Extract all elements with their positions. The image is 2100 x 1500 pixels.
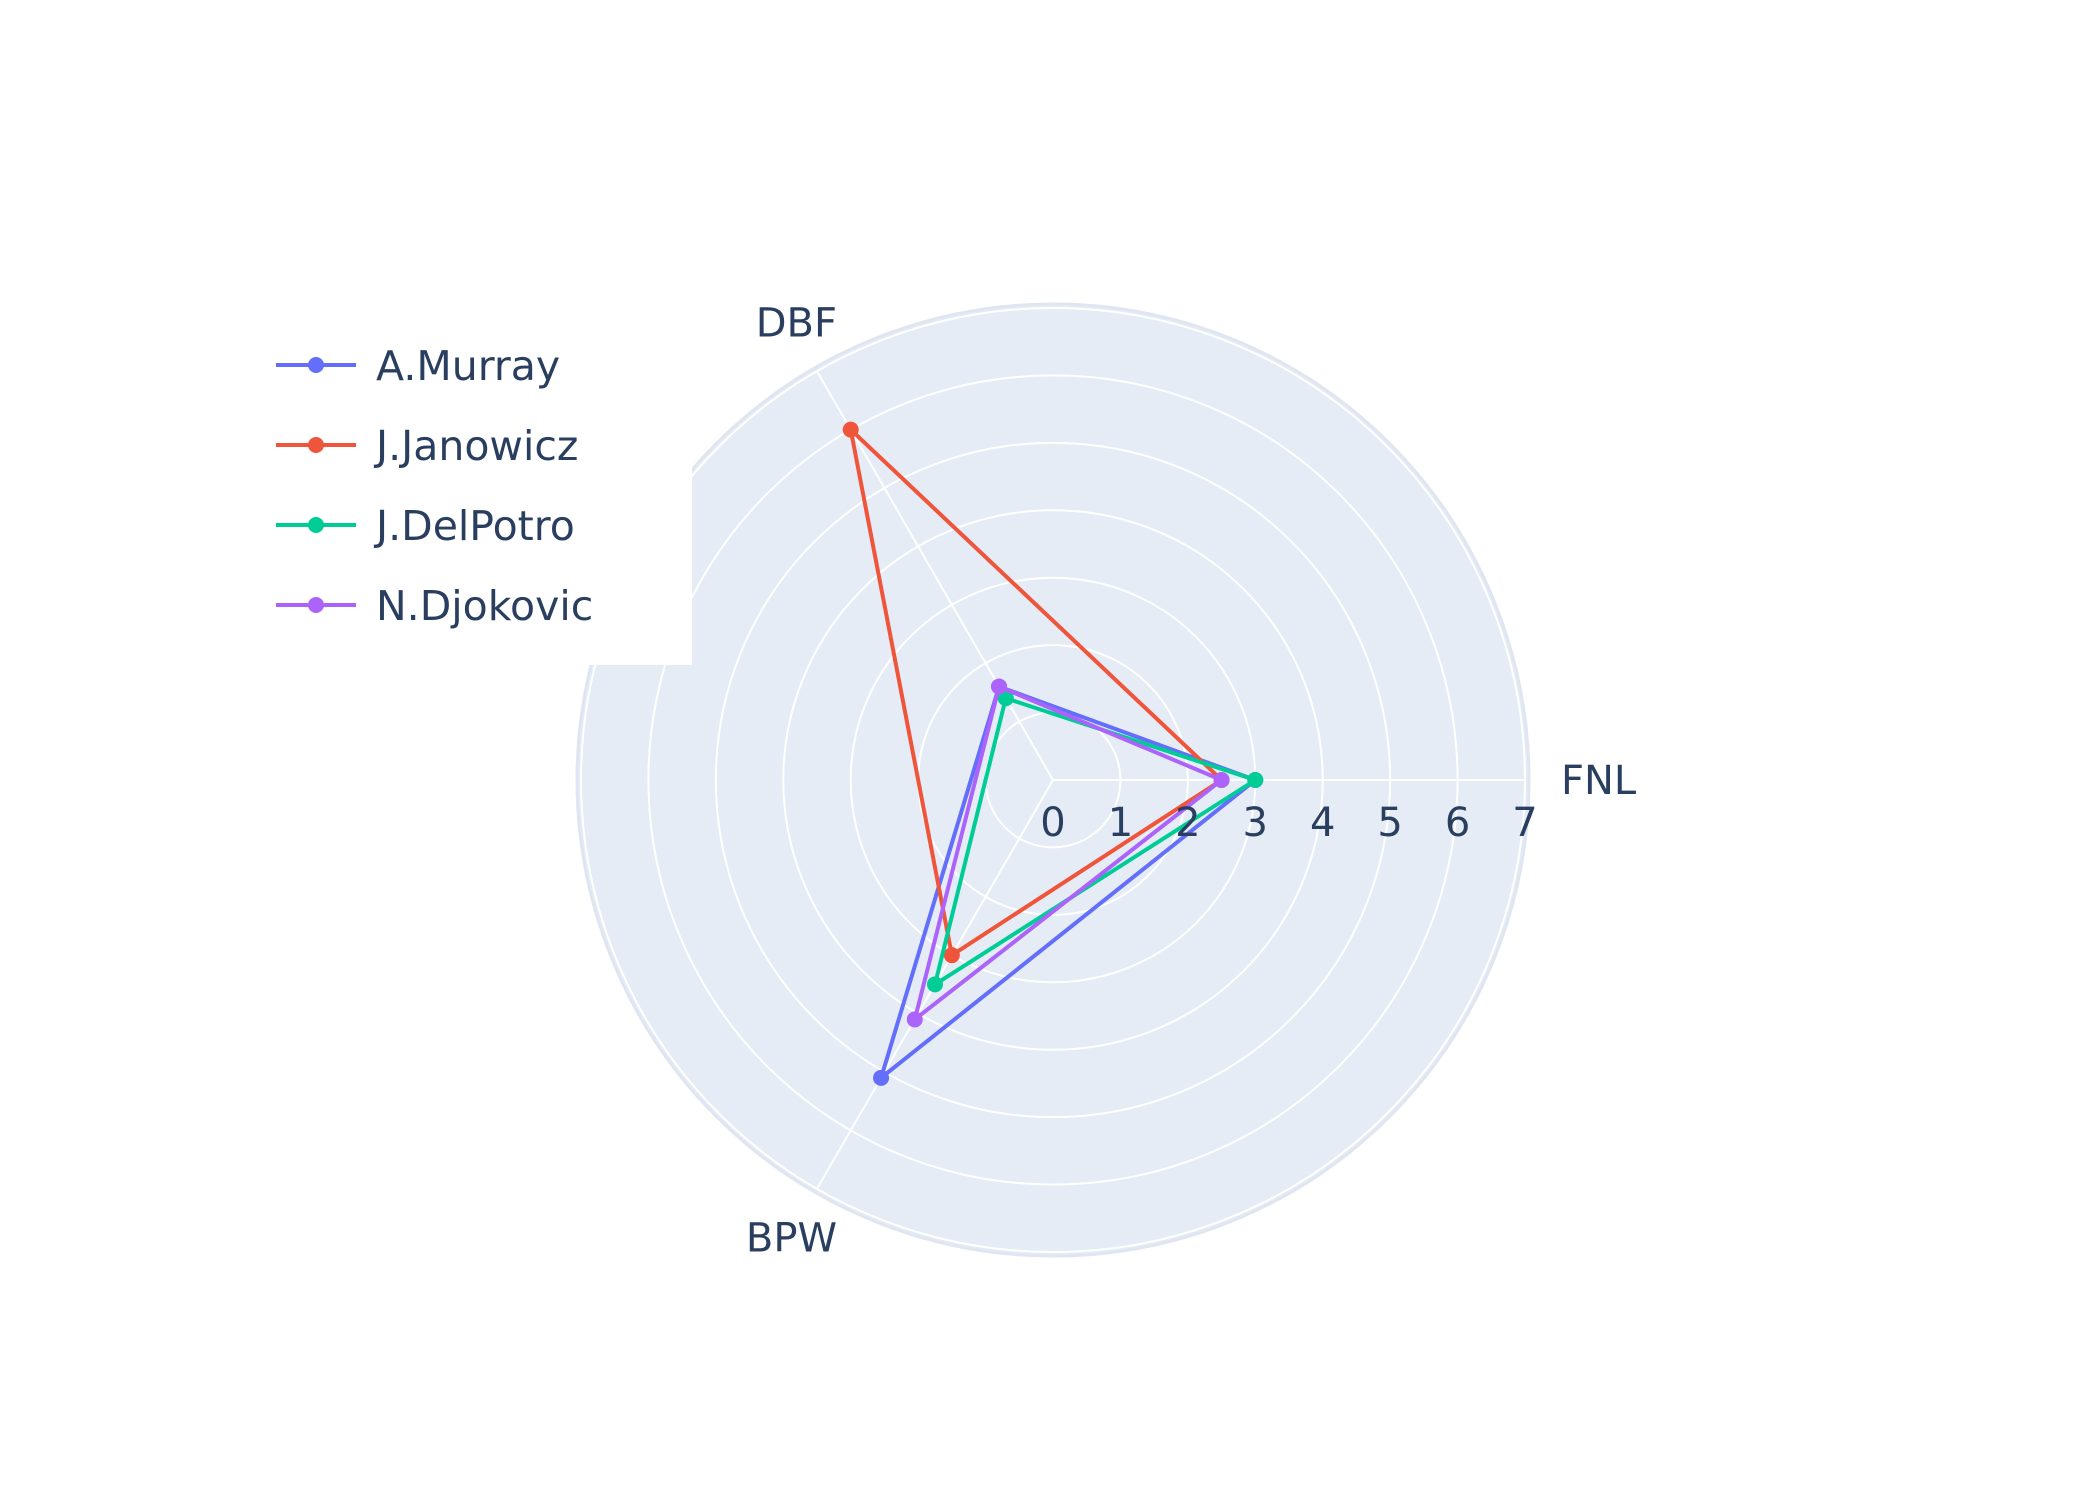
legend-item[interactable]: J.Janowicz bbox=[276, 422, 578, 470]
radial-tick-label: 5 bbox=[1377, 800, 1402, 846]
legend-background bbox=[262, 325, 692, 665]
category-labels: FNL DBF BPW bbox=[746, 301, 1637, 1262]
series-layer bbox=[842, 421, 1264, 1086]
legend-marker bbox=[308, 357, 324, 373]
radial-tick-label: 1 bbox=[1108, 800, 1133, 846]
data-point-BPW bbox=[927, 976, 943, 993]
legend-marker bbox=[308, 517, 324, 533]
data-point-BPW bbox=[906, 1011, 923, 1028]
polar-frame bbox=[575, 302, 1531, 1258]
legend-label: J.DelPotro bbox=[373, 502, 575, 550]
series-line bbox=[912, 684, 1224, 1022]
data-point-DBF bbox=[997, 690, 1014, 707]
radial-tick-label: 3 bbox=[1243, 800, 1268, 846]
data-point-FNL bbox=[1247, 772, 1264, 788]
legend-marker bbox=[308, 597, 324, 613]
data-point-BPW bbox=[943, 947, 960, 964]
data-point-BPW bbox=[873, 1069, 890, 1086]
legend: A.Murray J.Janowicz J.DelPotro N.Djokovic bbox=[262, 325, 692, 665]
radial-tick-label: 0 bbox=[1040, 800, 1065, 846]
angular-grid-line bbox=[816, 370, 1054, 781]
legend-label: A.Murray bbox=[376, 342, 560, 390]
legend-item[interactable]: A.Murray bbox=[276, 342, 560, 390]
legend-label: J.Janowicz bbox=[373, 422, 578, 470]
legend-label: N.Djokovic bbox=[376, 582, 593, 630]
series-line bbox=[933, 696, 1258, 987]
category-label-BPW: BPW bbox=[746, 1215, 837, 1261]
data-point-DBF bbox=[991, 678, 1008, 695]
series-line bbox=[879, 684, 1258, 1080]
radial-tick-label: 6 bbox=[1445, 800, 1470, 846]
data-point-DBF bbox=[842, 421, 859, 438]
data-point-FNL bbox=[1213, 772, 1230, 788]
series-line bbox=[848, 427, 1224, 958]
legend-item[interactable]: N.Djokovic bbox=[276, 582, 593, 630]
radial-tick-label: 2 bbox=[1175, 800, 1200, 846]
category-label-FNL: FNL bbox=[1561, 758, 1637, 804]
radial-tick-label: 7 bbox=[1512, 800, 1537, 846]
category-label-DBF: DBF bbox=[756, 301, 837, 347]
legend-item[interactable]: J.DelPotro bbox=[276, 502, 575, 550]
series-J.DelPotro bbox=[927, 690, 1264, 993]
legend-marker bbox=[308, 437, 324, 453]
series-N.Djokovic bbox=[906, 678, 1230, 1028]
radial-tick-label: 4 bbox=[1310, 800, 1335, 846]
